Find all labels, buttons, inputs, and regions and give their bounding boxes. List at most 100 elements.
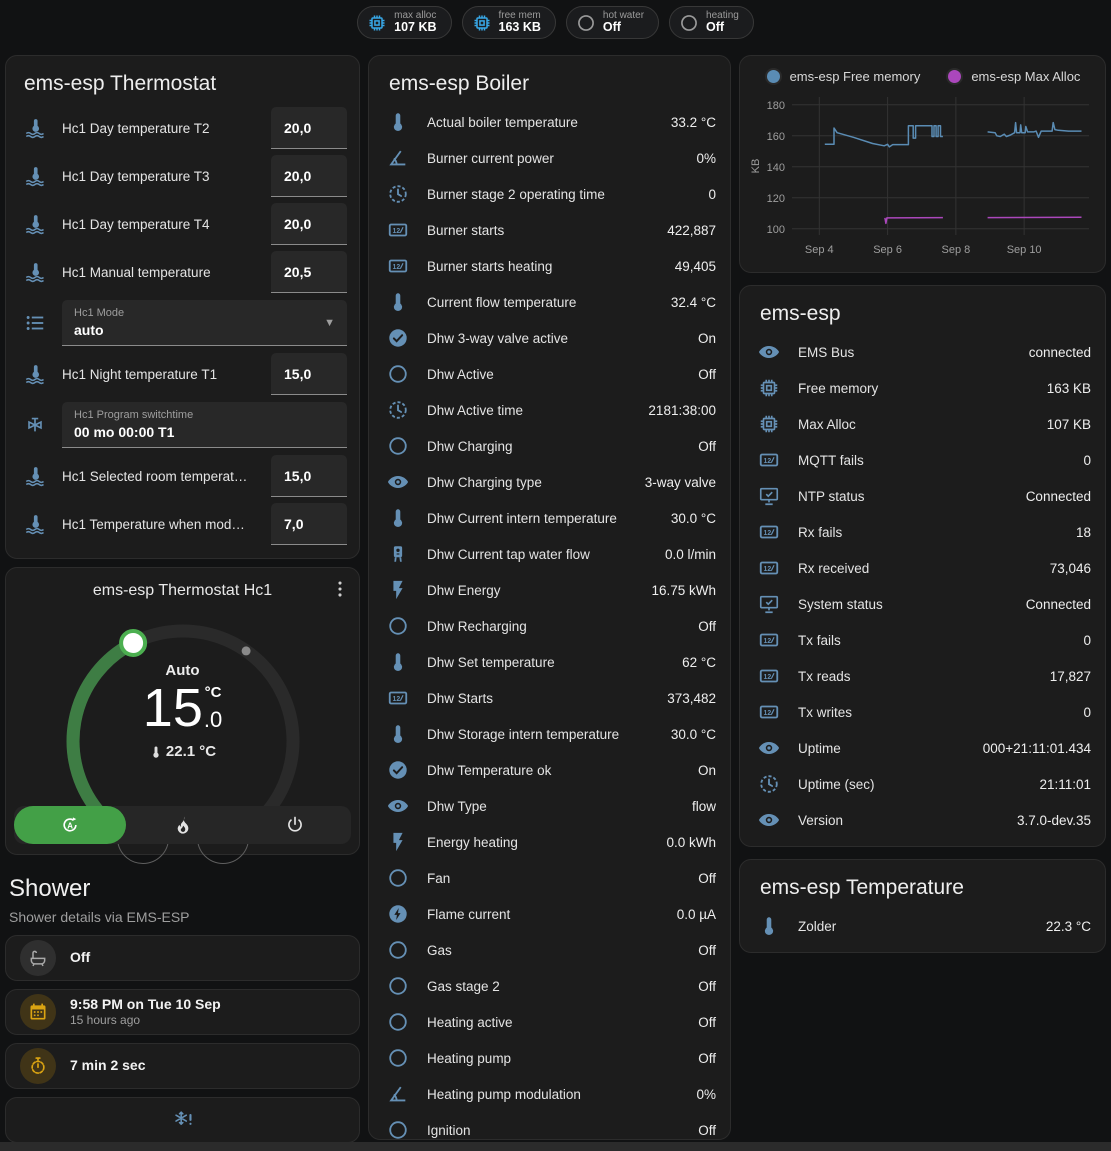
entity-row-tx-fails[interactable]: 12 Tx fails 0 <box>754 622 1091 658</box>
entity-row-dhw-type[interactable]: Dhw Type flow <box>383 788 716 824</box>
badge-hot-water[interactable]: hot water Off <box>565 6 660 39</box>
check-circle-icon <box>387 327 409 349</box>
entity-row-tx-writes[interactable]: 12 Tx writes 0 <box>754 694 1091 730</box>
entity-row-dhw-3-way-valve-active[interactable]: Dhw 3-way valve active On <box>383 320 716 356</box>
entity-row-dhw-charging-type[interactable]: Dhw Charging type 3-way valve <box>383 464 716 500</box>
entity-row-burner-current-power[interactable]: Burner current power 0% <box>383 140 716 176</box>
entity-value: 30.0 °C <box>670 510 716 526</box>
badge-value: Off <box>602 20 621 35</box>
entity-row-ntp-status[interactable]: NTP status Connected <box>754 478 1091 514</box>
thermometer-water-icon <box>24 513 46 535</box>
number-input[interactable]: 20,0 <box>271 155 348 197</box>
entity-row-free-memory[interactable]: Free memory 163 KB <box>754 370 1091 406</box>
entity-row-actual-boiler-temperature[interactable]: Actual boiler temperature 33.2 °C <box>383 104 716 140</box>
boiler-rows: Actual boiler temperature 33.2 °C Burner c… <box>383 104 716 1139</box>
kebab-menu-icon[interactable] <box>329 578 351 600</box>
text-input[interactable]: Hc1 Program switchtime 00 mo 00:00 T1 <box>62 402 348 448</box>
entity-value: 33.2 °C <box>670 114 716 130</box>
shower-item-snowflake-alert[interactable] <box>5 1097 361 1143</box>
entity-label: Rx fails <box>798 524 843 540</box>
entity-row-dhw-current-tap-water-flow[interactable]: Dhw Current tap water flow 0.0 l/min <box>383 536 716 572</box>
entity-row-system-status[interactable]: System status Connected <box>754 586 1091 622</box>
badge-max-alloc[interactable]: max alloc 107 KB <box>357 6 452 39</box>
counter-icon: 12 <box>758 665 780 687</box>
setting-row-hc1-night-temperature-t1: Hc1 Night temperature T1 15,0 <box>18 350 348 398</box>
counter-icon: 12 <box>758 449 780 471</box>
legend-item-ems-esp-free-memory[interactable]: ems-esp Free memory <box>764 68 920 85</box>
number-input[interactable]: 15,0 <box>271 455 348 497</box>
select-input[interactable]: Hc1 Mode auto ▼ <box>62 300 348 346</box>
card-title: ems-esp Thermostat <box>24 72 217 95</box>
entity-row-gas-stage-2[interactable]: Gas stage 2 Off <box>383 968 716 1004</box>
number-input[interactable]: 20,0 <box>271 203 348 245</box>
entity-row-gas[interactable]: Gas Off <box>383 932 716 968</box>
dial-mode-label: Auto <box>165 662 200 679</box>
entity-row-rx-received[interactable]: 12 Rx received 73,046 <box>754 550 1091 586</box>
entity-label: Dhw Recharging <box>427 618 527 634</box>
entity-row-heating-pump-modulation[interactable]: Heating pump modulation 0% <box>383 1076 716 1112</box>
entity-row-heating-active[interactable]: Heating active Off <box>383 1004 716 1040</box>
shower-item-off[interactable]: Off <box>5 935 361 981</box>
legend-item-ems-esp-max-alloc[interactable]: ems-esp Max Alloc <box>946 68 1080 85</box>
entity-value: 0 <box>1083 632 1091 648</box>
entity-value: Off <box>698 438 716 454</box>
entity-row-burner-starts-heating[interactable]: 12 Burner starts heating 49,405 <box>383 248 716 284</box>
number-input[interactable]: 15,0 <box>271 353 348 395</box>
entity-row-max-alloc[interactable]: Max Alloc 107 KB <box>754 406 1091 442</box>
entity-label: Dhw Current intern temperature <box>427 510 617 526</box>
entity-row-energy-heating[interactable]: Energy heating 0.0 kWh <box>383 824 716 860</box>
entity-label: Version <box>798 812 844 828</box>
entity-row-current-flow-temperature[interactable]: Current flow temperature 32.4 °C <box>383 284 716 320</box>
hvac-mode-power-button[interactable] <box>239 806 351 844</box>
power-icon <box>285 815 305 835</box>
entity-row-dhw-set-temperature[interactable]: Dhw Set temperature 62 °C <box>383 644 716 680</box>
entity-row-ems-bus[interactable]: EMS Bus connected <box>754 334 1091 370</box>
entity-row-dhw-active[interactable]: Dhw Active Off <box>383 356 716 392</box>
entity-value: 0 <box>708 186 716 202</box>
counter-icon: 12 <box>387 255 409 277</box>
number-input[interactable]: 20,0 <box>271 107 348 149</box>
entity-row-ignition[interactable]: Ignition Off <box>383 1112 716 1139</box>
hvac-mode-auto-button[interactable]: A <box>14 806 127 844</box>
shower-item-7-min-2-sec[interactable]: 7 min 2 sec <box>5 1043 361 1089</box>
entity-row-burner-stage-2-operating-time[interactable]: Burner stage 2 operating time 0 <box>383 176 716 212</box>
valve-icon <box>24 414 46 436</box>
shower-item-9-58-pm-on-tue-10-sep[interactable]: 9:58 PM on Tue 10 Sep 15 hours ago <box>5 989 361 1035</box>
entity-row-fan[interactable]: Fan Off <box>383 860 716 896</box>
entity-row-dhw-storage-intern-temperature[interactable]: Dhw Storage intern temperature 30.0 °C <box>383 716 716 752</box>
temperature-card: ems-esp Temperature Zolder 22.3 °C <box>739 859 1106 953</box>
entity-row-burner-starts[interactable]: 12 Burner starts 422,887 <box>383 212 716 248</box>
entity-row-rx-fails[interactable]: 12 Rx fails 18 <box>754 514 1091 550</box>
entity-row-zolder[interactable]: Zolder 22.3 °C <box>754 908 1091 944</box>
svg-text:12: 12 <box>764 710 772 717</box>
entity-label: Heating pump <box>427 1050 512 1066</box>
number-input[interactable]: 7,0 <box>271 503 348 545</box>
thermometer-icon <box>387 507 409 529</box>
entity-row-heating-pump[interactable]: Heating pump Off <box>383 1040 716 1076</box>
entity-row-dhw-charging[interactable]: Dhw Charging Off <box>383 428 716 464</box>
bottom-strip <box>0 1142 1111 1151</box>
thermometer-icon <box>387 111 409 133</box>
entity-row-uptime-sec[interactable]: Uptime (sec) 21:11:01 <box>754 766 1091 802</box>
badge-heating[interactable]: heating Off <box>669 6 754 39</box>
check-circle-icon <box>387 759 409 781</box>
entity-value: 2181:38:00 <box>648 402 716 418</box>
entity-row-dhw-starts[interactable]: 12 Dhw Starts 373,482 <box>383 680 716 716</box>
entity-row-dhw-recharging[interactable]: Dhw Recharging Off <box>383 608 716 644</box>
temperature-rows: Zolder 22.3 °C <box>754 908 1091 944</box>
entity-row-version[interactable]: Version 3.7.0-dev.35 <box>754 802 1091 838</box>
dial-handle[interactable] <box>118 629 147 657</box>
entity-row-dhw-current-intern-temperature[interactable]: Dhw Current intern temperature 30.0 °C <box>383 500 716 536</box>
entity-row-mqtt-fails[interactable]: 12 MQTT fails 0 <box>754 442 1091 478</box>
entity-row-uptime[interactable]: Uptime 000+21:11:01.434 <box>754 730 1091 766</box>
entity-row-tx-reads[interactable]: 12 Tx reads 17,827 <box>754 658 1091 694</box>
entity-row-dhw-energy[interactable]: Dhw Energy 16.75 kWh <box>383 572 716 608</box>
entity-value: 49,405 <box>674 258 716 274</box>
entity-row-dhw-active-time[interactable]: Dhw Active time 2181:38:00 <box>383 392 716 428</box>
entity-row-dhw-temperature-ok[interactable]: Dhw Temperature ok On <box>383 752 716 788</box>
entity-row-flame-current[interactable]: Flame current 0.0 µA <box>383 896 716 932</box>
badge-free-mem[interactable]: free mem 163 KB <box>461 6 556 39</box>
number-input[interactable]: 20,5 <box>271 251 348 293</box>
svg-text:140: 140 <box>767 162 785 174</box>
hvac-mode-fire-button[interactable] <box>126 806 238 844</box>
